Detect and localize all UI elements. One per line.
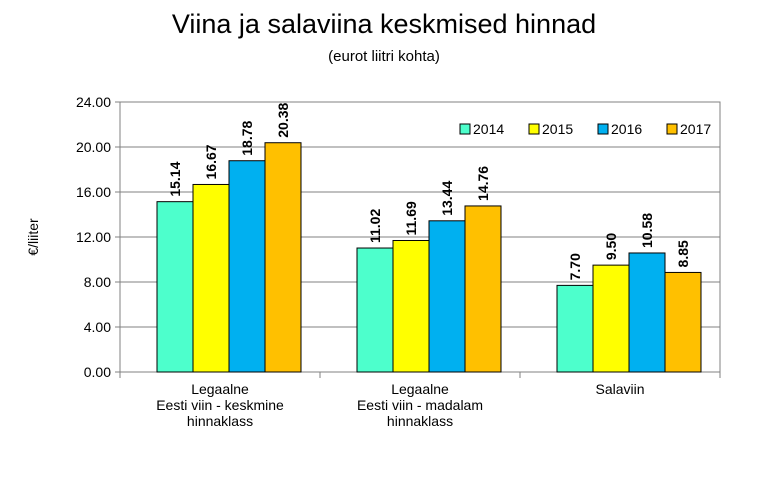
data-label: 13.44 xyxy=(439,181,455,216)
data-label: 10.58 xyxy=(639,213,655,248)
x-axis xyxy=(119,372,721,378)
legend-swatch-2015 xyxy=(528,123,540,135)
data-labels: 15.14 16.67 18.78 20.38 11.02 11.69 13.44 14.76… xyxy=(167,102,691,280)
y-tick-label: 16.00 xyxy=(76,184,111,200)
data-label: 9.50 xyxy=(603,233,619,260)
bar-2014-3 xyxy=(556,284,594,373)
legend-label: 2014 xyxy=(473,121,504,137)
bar-2016-3 xyxy=(628,252,666,373)
y-tick-label: 12.00 xyxy=(76,229,111,245)
y-tick-label: 24.00 xyxy=(76,94,111,110)
data-label: 11.02 xyxy=(367,209,383,243)
legend-label: 2016 xyxy=(611,121,642,137)
data-label: 8.85 xyxy=(675,240,691,267)
y-axis: 0.00 4.00 8.00 12.00 16.00 20.00 24.00 xyxy=(76,94,120,380)
bar-2015-3 xyxy=(592,264,630,373)
bar-2016-2 xyxy=(428,220,466,373)
legend-swatch-2017 xyxy=(666,123,678,135)
data-label: 18.78 xyxy=(239,120,255,155)
data-label: 7.70 xyxy=(567,253,583,280)
x-tick-label: Salaviin xyxy=(595,381,645,397)
data-label: 11.69 xyxy=(403,201,419,235)
y-tick-label: 4.00 xyxy=(84,319,111,335)
data-label: 16.67 xyxy=(203,144,219,179)
data-label: 20.38 xyxy=(275,102,291,137)
bars xyxy=(156,142,702,373)
y-axis-label: €/liiter xyxy=(25,218,41,256)
x-tick-label: Legaalne Eesti viin - keskmine hinnaklas… xyxy=(156,381,284,429)
legend-label: 2015 xyxy=(542,121,573,137)
bar-2015-2 xyxy=(392,239,430,373)
bar-2014-1 xyxy=(156,201,194,373)
bar-2016-1 xyxy=(228,160,266,373)
x-tick-label: Legaalne Eesti viin - madalam hinnaklass xyxy=(356,381,484,429)
bar-2017-3 xyxy=(664,271,702,373)
chart-subtitle: (eurot liitri kohta) xyxy=(328,48,440,65)
legend: 2014 2015 2016 2017 xyxy=(459,121,711,137)
y-tick-label: 0.00 xyxy=(84,364,111,380)
bar-2014-2 xyxy=(356,247,394,373)
bar-2015-1 xyxy=(192,183,230,373)
bar-2017-1 xyxy=(264,142,302,373)
data-label: 14.76 xyxy=(475,166,491,201)
y-tick-label: 20.00 xyxy=(76,139,111,155)
legend-label: 2017 xyxy=(680,121,711,137)
bar-2017-2 xyxy=(464,205,502,373)
legend-swatch-2014 xyxy=(459,123,471,135)
legend-swatch-2016 xyxy=(597,123,609,135)
y-tick-label: 8.00 xyxy=(84,274,111,290)
data-label: 15.14 xyxy=(167,161,183,196)
chart-title: Viina ja salaviina keskmised hinnad xyxy=(171,9,597,39)
